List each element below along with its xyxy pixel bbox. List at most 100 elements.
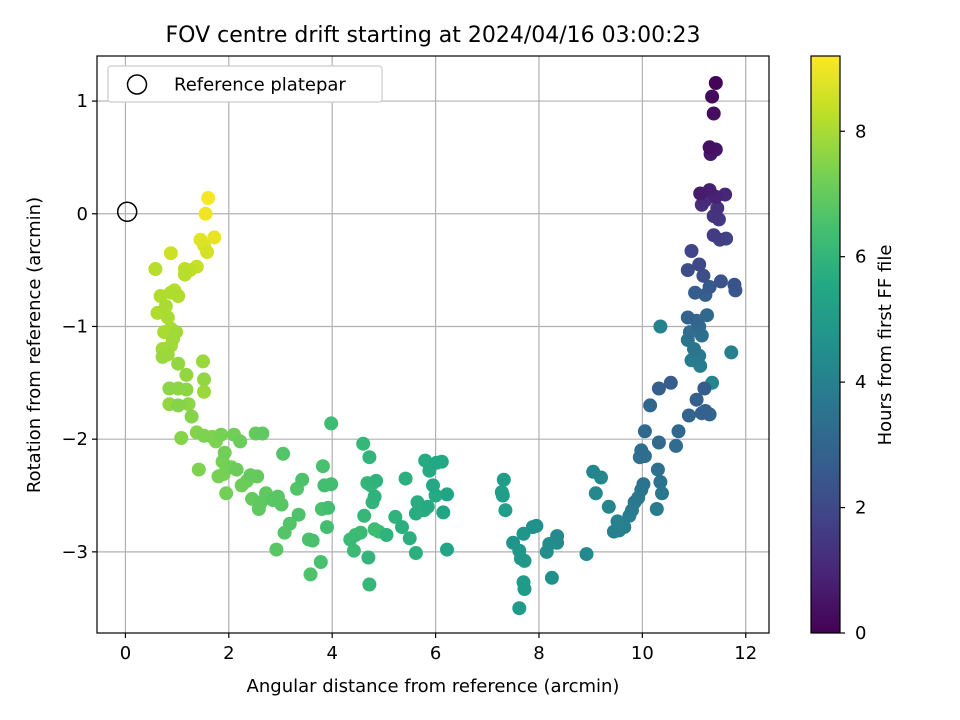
data-point bbox=[179, 367, 194, 382]
data-point bbox=[702, 140, 717, 155]
y-tick-label: −3 bbox=[61, 542, 88, 563]
data-point bbox=[184, 409, 199, 424]
data-point bbox=[321, 500, 336, 515]
y-tick-label: 1 bbox=[77, 91, 88, 112]
data-point bbox=[651, 381, 666, 396]
data-point bbox=[291, 507, 306, 522]
data-point bbox=[361, 550, 376, 565]
data-point bbox=[317, 478, 332, 493]
data-point bbox=[680, 310, 695, 325]
data-point bbox=[651, 435, 666, 450]
data-point bbox=[181, 397, 196, 412]
x-tick-label: 12 bbox=[734, 643, 757, 664]
data-point bbox=[163, 246, 178, 261]
x-tick-label: 6 bbox=[430, 643, 441, 664]
data-point bbox=[418, 453, 433, 468]
plot-frame bbox=[96, 55, 770, 634]
data-point bbox=[197, 428, 211, 443]
data-point bbox=[408, 506, 423, 521]
data-point bbox=[362, 450, 377, 465]
data-point bbox=[649, 502, 664, 516]
colorbar-label: Hours from first FF file bbox=[875, 245, 896, 446]
y-axis-ticks: −3 −2 −1 0 1 bbox=[61, 91, 97, 563]
data-point bbox=[357, 508, 372, 523]
data-point bbox=[426, 478, 440, 493]
data-point bbox=[516, 575, 531, 590]
data-point bbox=[697, 381, 712, 396]
data-point bbox=[398, 471, 413, 486]
data-point bbox=[251, 502, 266, 516]
y-axis-label: Rotation from reference (arcmin) bbox=[24, 197, 45, 493]
colorbar-tick-label: 6 bbox=[855, 247, 866, 268]
legend-label: Reference platepar bbox=[174, 75, 346, 96]
data-point bbox=[198, 206, 213, 221]
colorbar-tick-label: 0 bbox=[855, 623, 866, 644]
data-point bbox=[219, 486, 234, 501]
data-points bbox=[148, 76, 743, 616]
data-point bbox=[708, 76, 723, 90]
data-point bbox=[269, 542, 284, 557]
data-point bbox=[702, 280, 717, 294]
data-point bbox=[196, 354, 210, 369]
data-point bbox=[313, 555, 328, 569]
data-point bbox=[669, 438, 683, 453]
legend-marker-icon bbox=[126, 74, 148, 95]
data-point bbox=[727, 277, 742, 292]
data-point bbox=[696, 268, 711, 283]
data-point bbox=[529, 518, 544, 533]
data-point bbox=[200, 245, 215, 260]
data-point bbox=[346, 543, 361, 558]
data-point bbox=[388, 509, 403, 524]
data-point bbox=[229, 462, 244, 477]
data-point bbox=[663, 375, 678, 390]
data-point bbox=[163, 285, 178, 300]
data-point bbox=[588, 486, 603, 501]
data-point bbox=[586, 464, 601, 479]
data-point bbox=[408, 546, 423, 560]
x-tick-label: 10 bbox=[631, 643, 654, 664]
data-point bbox=[440, 487, 454, 502]
data-point bbox=[197, 372, 211, 387]
data-point bbox=[617, 520, 632, 535]
data-point bbox=[169, 325, 184, 340]
x-tick-label: 2 bbox=[223, 643, 234, 664]
data-point bbox=[706, 106, 721, 121]
data-point bbox=[710, 201, 725, 216]
grid-lines bbox=[97, 56, 769, 633]
data-point bbox=[197, 384, 211, 399]
data-point bbox=[713, 274, 728, 289]
data-point bbox=[706, 228, 721, 243]
data-point bbox=[495, 488, 510, 503]
data-point bbox=[688, 285, 703, 300]
data-point bbox=[655, 486, 669, 501]
data-point bbox=[700, 308, 714, 323]
data-point bbox=[650, 462, 665, 477]
colorbar-tick-label: 4 bbox=[855, 372, 866, 393]
data-point bbox=[277, 525, 292, 540]
data-point bbox=[579, 547, 594, 562]
data-point bbox=[243, 468, 258, 483]
data-point bbox=[681, 408, 696, 423]
data-point bbox=[550, 529, 565, 544]
data-point bbox=[496, 472, 511, 487]
colorbar-ticks: 0 2 4 6 8 bbox=[840, 121, 866, 644]
data-point bbox=[320, 520, 334, 535]
data-point bbox=[692, 257, 707, 272]
data-point bbox=[653, 475, 668, 489]
data-point bbox=[255, 426, 270, 441]
data-point bbox=[436, 505, 451, 520]
data-point bbox=[201, 191, 216, 205]
data-point bbox=[174, 431, 189, 445]
data-point bbox=[671, 424, 686, 439]
data-point bbox=[214, 427, 229, 442]
data-point bbox=[295, 472, 310, 487]
colorbar-tick-label: 8 bbox=[855, 121, 866, 142]
reference-point-marker bbox=[116, 201, 138, 223]
y-tick-label: −2 bbox=[61, 429, 88, 450]
x-tick-label: 8 bbox=[533, 643, 544, 664]
data-point bbox=[162, 381, 177, 396]
data-point bbox=[160, 347, 175, 362]
chart-title: FOV centre drift starting at 2024/04/16 … bbox=[166, 23, 701, 48]
data-point bbox=[158, 299, 173, 314]
